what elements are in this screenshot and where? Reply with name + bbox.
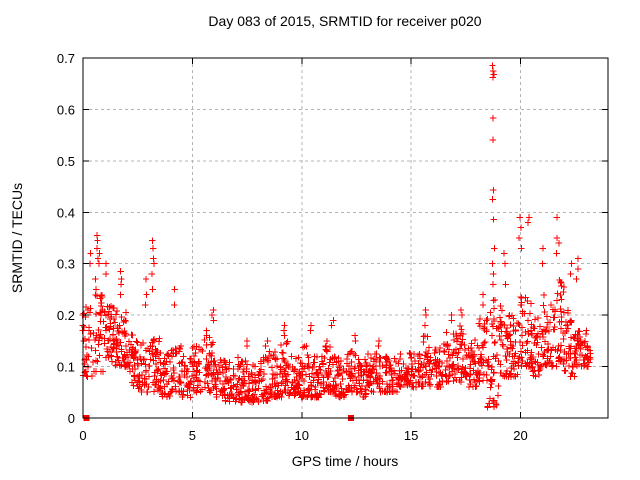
x-tick-label: 10 — [295, 428, 309, 443]
y-tick-label: 0 — [68, 411, 75, 426]
y-tick-label: 0.3 — [57, 257, 75, 272]
x-axis-label: GPS time / hours — [292, 453, 399, 469]
plot-border — [82, 57, 609, 419]
tick-labels: 0 5 10 15 20 0 0.1 0.2 0.3 0.4 0.5 0.6 0.7 — [57, 51, 528, 443]
x-tick-label: 0 — [79, 428, 86, 443]
y-tick-label: 0.6 — [57, 102, 75, 117]
axis-ticks — [82, 57, 608, 419]
x-tick-label: 5 — [189, 428, 196, 443]
x-tick-label: 15 — [404, 428, 418, 443]
y-tick-label: 0.7 — [57, 51, 75, 66]
y-axis-label: SRMTID / TECUs — [9, 183, 25, 293]
data-points — [79, 62, 594, 421]
y-tick-label: 0.5 — [57, 154, 75, 169]
y-tick-label: 0.1 — [57, 360, 75, 375]
y-tick-label: 0.4 — [57, 205, 75, 220]
y-tick-label: 0.2 — [57, 308, 75, 323]
border-rect — [82, 57, 609, 419]
chart-title: Day 083 of 2015, SRMTID for receiver p02… — [208, 13, 481, 29]
x-tick-label: 20 — [513, 428, 527, 443]
srmtid-points-path — [79, 62, 594, 411]
